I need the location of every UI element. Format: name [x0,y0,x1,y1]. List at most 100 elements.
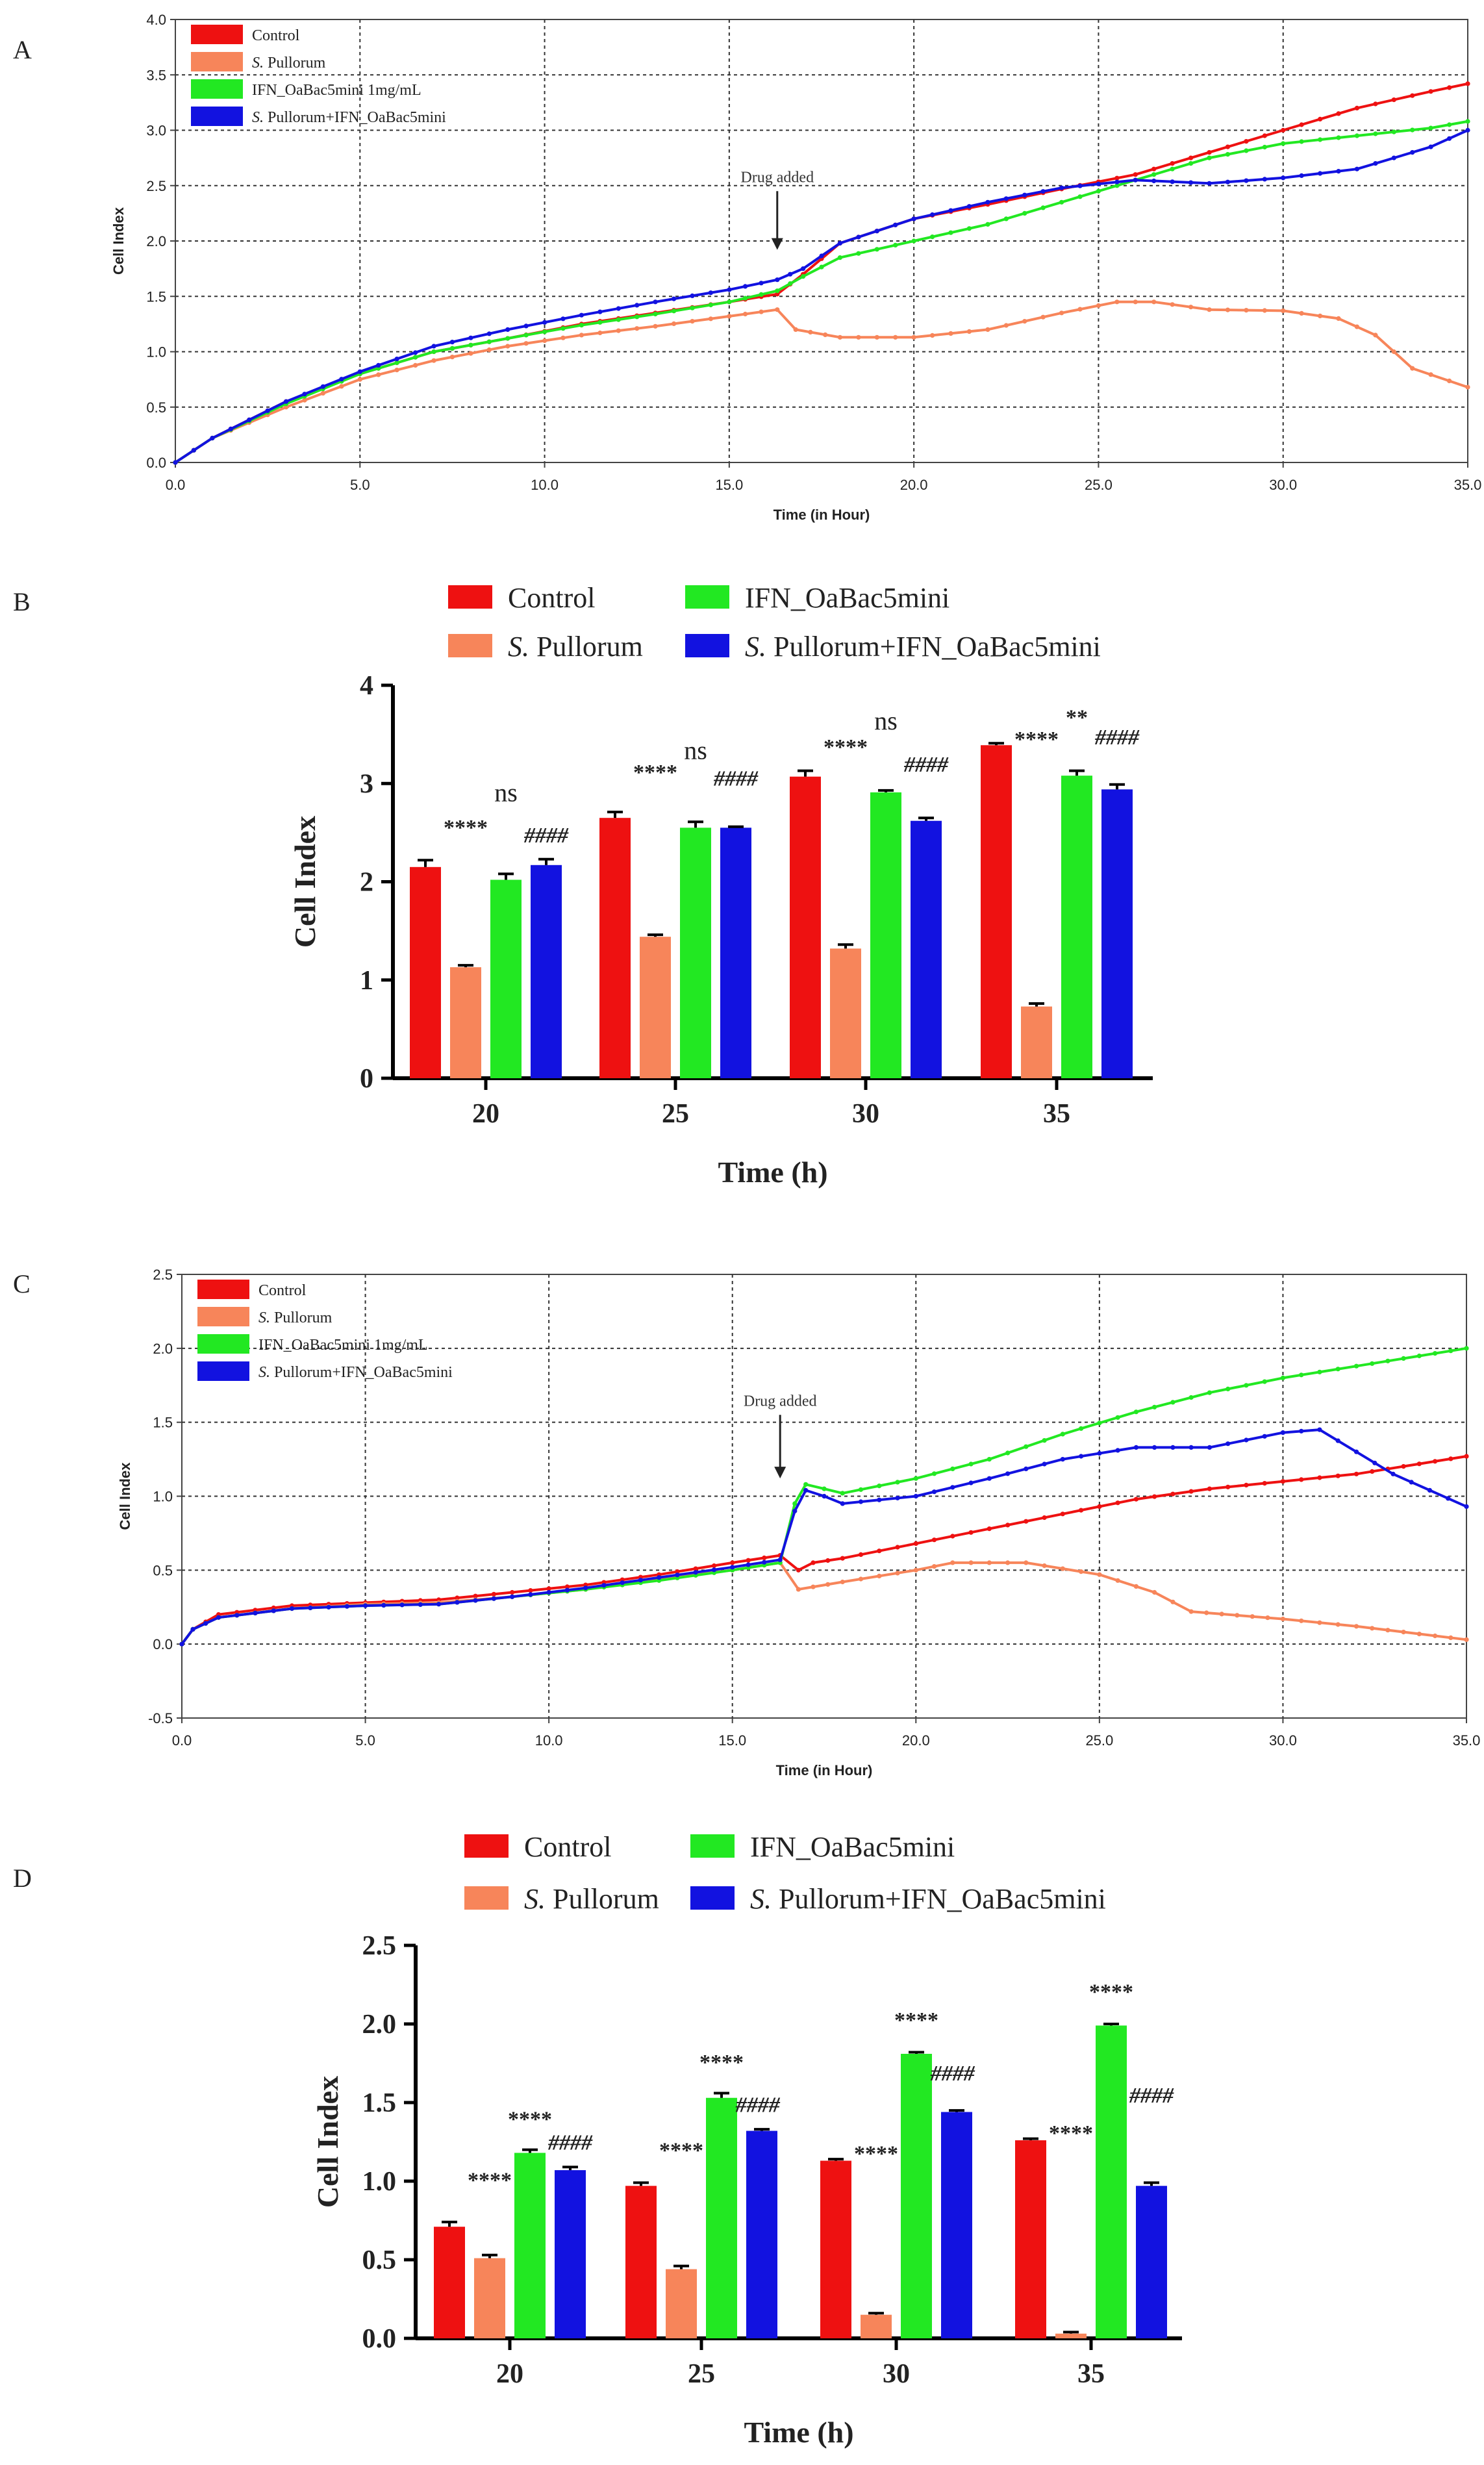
data-point-ifn [1024,1444,1029,1449]
data-point-pullorum [727,314,732,319]
x-axis-label: Time (h) [744,2416,853,2449]
data-point-ifn [431,349,436,355]
y-tick-label: 1.5 [362,2088,397,2118]
data-point-combo [1188,180,1194,185]
data-point-combo [510,1594,515,1599]
legend-label-pullorum-italic: S. [524,1883,546,1915]
data-point-combo [1446,1496,1451,1501]
legend-label-control: Control [258,1282,307,1299]
panel-label-b: B [13,587,31,616]
data-point-control [931,1537,937,1543]
data-point-control [1133,1497,1138,1502]
x-tick-label: 30 [852,1099,879,1129]
data-point-pullorum [1115,1578,1120,1583]
legend-label-ifn-text: IFN_OaBac5mini [750,1831,955,1863]
data-point-pullorum [468,351,473,356]
data-point-control [1005,1523,1011,1528]
legend-swatch-pullorum [191,52,243,71]
data-point-combo [491,1596,497,1601]
data-point-control [1465,81,1470,86]
data-point-pullorum [1428,372,1433,377]
data-point-combo [583,1586,588,1591]
data-point-pullorum [1416,1632,1422,1637]
data-point-combo [1096,181,1101,186]
y-axis-label: Cell Index [311,2076,344,2208]
data-point-pullorum [858,1576,864,1582]
y-tick-label: 2.0 [153,1341,173,1357]
y-axis-label: Cell Index [117,1462,133,1530]
significance-label: **** [854,2142,898,2166]
data-point-control [1401,1464,1406,1469]
significance-label: ** [1066,706,1088,730]
significance-label: **** [1014,727,1059,752]
data-point-combo [653,299,658,305]
data-point-control [1097,1504,1102,1509]
panel-label-a: A [13,35,32,64]
data-point-combo [840,1501,845,1506]
legend-label-ifn: IFN_OaBac5mini [745,582,950,614]
data-point-combo [1262,177,1267,182]
data-point-ifn [1447,122,1452,127]
x-tick-label: 30 [883,2359,910,2389]
data-point-combo [1024,1466,1029,1471]
legend-swatch-control [191,25,243,44]
x-tick-label: 15.0 [718,1732,746,1749]
data-point-pullorum [1022,319,1027,324]
data-point-combo [777,1557,783,1562]
data-point-combo [1280,1430,1285,1435]
data-point-combo [693,1570,698,1575]
data-point-pullorum [505,344,510,349]
data-point-pullorum [987,1560,992,1565]
data-point-pullorum [1250,1614,1255,1619]
data-point-combo [431,344,436,349]
data-point-pullorum [1170,1599,1176,1604]
x-tick-label: 30.0 [1269,1732,1297,1749]
data-point-pullorum [413,362,418,368]
legend-label-combo: S. Pullorum+IFN_OaBac5mini [750,1883,1106,1915]
data-point-control [1335,1473,1340,1478]
data-point-ifn [1354,133,1359,138]
data-point-ifn [1042,1438,1047,1443]
data-point-ifn [1005,1450,1011,1456]
bar-ifn-20 [514,2153,546,2338]
bar-ifn-35 [1096,2025,1127,2338]
x-tick-label: 20.0 [900,477,928,493]
data-point-ifn [913,1476,918,1481]
bar-control-30 [790,776,821,1078]
data-point-control [455,1595,460,1600]
legend-label-pullorum: S. Pullorum [258,1309,333,1326]
y-tick-label: 0.0 [362,2324,397,2354]
data-point-pullorum [1097,1572,1102,1577]
data-point-ifn [819,264,824,270]
legend-label-combo: S. Pullorum+IFN_OaBac5mini [745,631,1101,663]
data-point-combo [1042,1461,1047,1467]
data-point-control [1428,89,1433,94]
x-axis-label: Time (in Hour) [776,1762,873,1778]
data-point-combo [1464,1504,1469,1510]
legend-label-pullorum: S. Pullorum [252,55,326,71]
legend-label-pullorum: S. Pullorum [524,1883,659,1915]
legend-swatch-combo [197,1361,249,1381]
data-point-combo [173,460,178,465]
y-tick-label: 1.0 [153,1489,173,1505]
bar-control-30 [820,2160,851,2338]
data-point-combo [759,281,764,286]
y-tick-label: 1.0 [362,2167,397,2197]
legend-label-combo: S. Pullorum+IFN_OaBac5mini [258,1364,453,1381]
data-point-pullorum [320,390,325,396]
data-point-ifn [1262,144,1267,150]
data-point-combo [203,1621,208,1626]
data-point-pullorum [1003,323,1009,328]
data-point-combo [1372,1460,1377,1465]
x-tick-label: 10.0 [531,477,559,493]
legend-swatch-ifn [690,1834,735,1858]
data-point-control [811,1560,816,1565]
data-point-combo [1244,178,1249,183]
data-point-combo [987,1476,992,1481]
data-point-combo [413,350,418,355]
data-point-combo [271,1608,276,1613]
data-point-ifn [1115,1415,1120,1420]
data-point-combo [320,384,325,389]
data-point-control [1115,1500,1120,1506]
data-point-combo [546,1589,551,1595]
